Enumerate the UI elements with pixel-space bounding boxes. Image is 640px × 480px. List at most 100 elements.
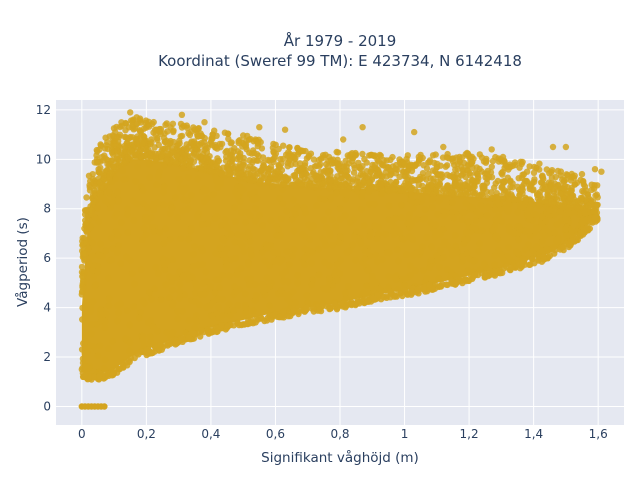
scatter-point: [110, 140, 118, 148]
scatter-point: [508, 264, 515, 272]
scatter-point: [408, 191, 415, 199]
scatter-point: [498, 169, 505, 177]
scatter-point: [301, 245, 309, 253]
scatter-point: [339, 175, 346, 182]
scatter-point: [464, 267, 472, 274]
scatter-point: [358, 206, 365, 213]
scatter-point: [563, 171, 570, 178]
scatter-point: [90, 273, 97, 280]
scatter-point: [316, 306, 323, 313]
scatter-point: [253, 194, 261, 202]
scatter-point: [368, 281, 376, 288]
scatter-point: [367, 168, 375, 175]
scatter-point: [124, 154, 132, 162]
scatter-point: [190, 251, 197, 258]
scatter-point: [94, 205, 101, 212]
scatter-point: [153, 181, 160, 188]
scatter-point: [448, 246, 456, 254]
scatter-point: [108, 234, 115, 242]
x-tick-label: 0: [78, 427, 86, 441]
scatter-point: [301, 159, 309, 167]
scatter-point: [253, 292, 260, 299]
scatter-point: [433, 257, 441, 264]
scatter-point: [569, 237, 576, 244]
scatter-point: [359, 188, 367, 196]
scatter-point: [294, 167, 301, 175]
scatter-point: [94, 269, 101, 276]
scatter-point: [313, 202, 320, 209]
scatter-point: [560, 204, 567, 211]
scatter-point: [198, 139, 205, 147]
scatter-point: [588, 181, 595, 188]
scatter-point: [248, 252, 255, 259]
scatter-point: [462, 199, 470, 207]
scatter-point: [594, 194, 601, 201]
x-tick-label: 1: [401, 427, 409, 441]
outlier-point: [562, 143, 570, 151]
scatter-point: [463, 229, 470, 236]
scatter-point: [140, 200, 147, 207]
scatter-point: [131, 280, 138, 288]
scatter-point: [90, 187, 98, 194]
scatter-point: [122, 335, 129, 343]
scatter-point: [544, 200, 551, 207]
y-tick-label: 8: [43, 202, 51, 216]
scatter-point: [105, 302, 113, 309]
scatter-point: [541, 232, 549, 239]
scatter-point: [266, 302, 273, 309]
scatter-point: [185, 130, 192, 137]
scatter-point: [528, 198, 535, 205]
scatter-point: [355, 159, 362, 166]
scatter-point: [428, 243, 435, 251]
scatter-point: [222, 263, 230, 270]
scatter-point: [79, 304, 86, 312]
scatter-point: [252, 172, 259, 179]
scatter-point: [385, 202, 393, 210]
scatter-point: [123, 253, 130, 261]
scatter-point: [177, 235, 185, 242]
scatter-point: [453, 278, 461, 286]
scatter-point: [329, 282, 337, 289]
scatter-point: [451, 161, 458, 169]
scatter-point: [527, 216, 534, 223]
scatter-point: [243, 170, 250, 178]
scatter-point: [501, 158, 508, 166]
scatter-point: [176, 288, 183, 295]
scatter-point: [192, 290, 199, 297]
scatter-point: [485, 203, 492, 211]
scatter-point: [125, 124, 132, 131]
scatter-point: [307, 165, 314, 172]
scatter-point: [565, 204, 572, 211]
scatter-point: [108, 256, 115, 263]
scatter-point: [160, 189, 167, 196]
scatter-point: [211, 215, 219, 222]
scatter-point: [108, 146, 116, 153]
scatter-point: [375, 169, 383, 176]
scatter-point: [547, 183, 554, 190]
scatter-point: [219, 296, 226, 303]
scatter-point: [378, 185, 385, 192]
scatter-point: [193, 284, 200, 291]
scatter-point: [283, 207, 290, 215]
scatter-point: [140, 224, 148, 232]
scatter-point: [500, 256, 508, 264]
scatter-point: [150, 228, 158, 235]
scatter-point: [343, 192, 351, 199]
scatter-point: [253, 151, 261, 158]
scatter-point: [305, 152, 313, 159]
scatter-point: [523, 177, 530, 185]
scatter-point: [428, 257, 435, 264]
scatter-point: [245, 261, 252, 268]
scatter-point: [295, 308, 302, 315]
scatter-point: [502, 204, 510, 211]
scatter-point: [380, 161, 387, 169]
scatter-point: [134, 163, 141, 171]
scatter-point: [234, 302, 242, 309]
scatter-point: [433, 252, 440, 259]
scatter-point: [190, 330, 197, 337]
scatter-point: [385, 249, 393, 257]
scatter-point: [124, 229, 131, 236]
scatter-point: [115, 309, 122, 317]
scatter-point: [437, 162, 444, 169]
scatter-point: [101, 318, 109, 325]
